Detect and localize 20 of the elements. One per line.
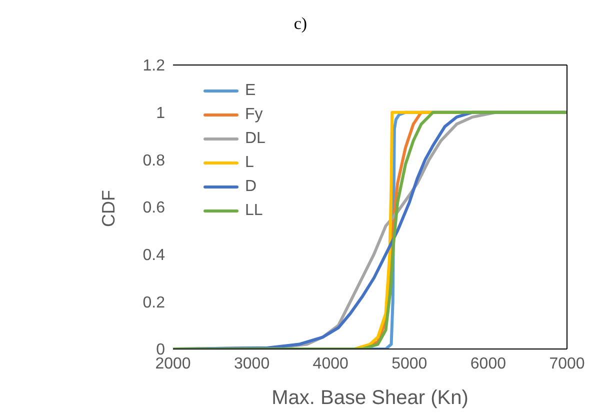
legend-label: E [245, 82, 256, 100]
legend-label: Fy [245, 106, 263, 124]
y-tick-label: 0.2 [142, 294, 166, 312]
x-tick-label: 4000 [312, 355, 348, 372]
y-tick-label: 1 [156, 105, 166, 122]
chart-title: c) [292, 13, 308, 35]
x-tick-label: 3000 [234, 355, 270, 372]
x-axis-title: Max. Base Shear (Kn) [272, 387, 468, 409]
y-tick-label: 1.2 [142, 58, 166, 75]
legend-label: LL [245, 202, 263, 220]
x-tick-label: 5000 [392, 355, 428, 372]
y-tick-label: 0.4 [142, 247, 166, 264]
y-axis-title: CDF [98, 190, 118, 227]
x-tick-label: 6000 [470, 355, 506, 372]
legend-label: L [245, 154, 254, 172]
x-tick-label: 7000 [549, 355, 585, 372]
legend-label: DL [245, 130, 266, 148]
y-tick-label: 0.8 [142, 152, 166, 170]
legend-label: D [245, 178, 257, 196]
y-tick-label: 0.6 [142, 200, 166, 217]
